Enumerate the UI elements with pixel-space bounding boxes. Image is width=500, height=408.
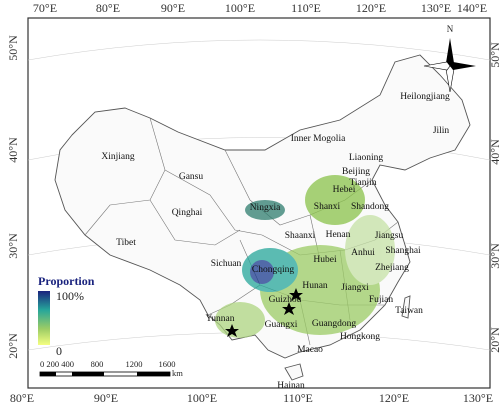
region-label: Sichuan (211, 259, 242, 269)
region-label: Inner Mogolia (291, 134, 346, 144)
region-label: Hainan (277, 381, 305, 391)
right-graticule-label: 40°N (488, 139, 500, 165)
region-label: Guangdong (312, 319, 357, 329)
region-label: Jiangxi (341, 283, 369, 293)
legend-gradient (38, 291, 50, 345)
region-label: Heilongjiang (400, 92, 450, 102)
region-label: Fujian (369, 295, 394, 305)
region-label: Jilin (433, 126, 450, 136)
region-label: Gansu (179, 172, 204, 182)
top-graticule-label: 110°E (291, 1, 321, 15)
region-label: Hongkong (340, 332, 380, 342)
top-graticule-label: 100°E (225, 1, 255, 15)
right-graticule-label: 30°N (488, 243, 500, 269)
legend-max: 100% (56, 289, 84, 303)
bottom-graticule-label: 110°E (283, 391, 313, 405)
region-label: Hebei (333, 185, 356, 195)
right-graticule-label: 50°N (488, 42, 500, 68)
region-label: Shaanxi (285, 231, 316, 241)
left-graticule-label: 50°N (6, 35, 20, 61)
region-label: Xinjiang (101, 152, 134, 162)
bottom-graticule-label: 100°E (187, 391, 217, 405)
legend-min: 0 (56, 344, 62, 358)
region-label: Taiwan (395, 306, 423, 316)
region-label: Henan (326, 230, 351, 240)
stars (225, 288, 303, 337)
scale-label: 0 200 400 (40, 359, 74, 369)
taiwan-outline (401, 295, 411, 319)
left-graticule-label: 20°N (6, 333, 20, 359)
region-label: Liaoning (349, 153, 384, 163)
scale-unit: km (172, 368, 183, 378)
region-label: Shanghai (385, 246, 421, 256)
north-label: N (447, 24, 454, 34)
hainan-outline (284, 363, 304, 381)
region-label: Ningxia (250, 203, 281, 213)
region-label: Anhui (351, 248, 375, 258)
region-label: Hunan (302, 281, 328, 291)
top-graticule-label: 130°E (421, 1, 451, 15)
region-label: Chongqing (252, 265, 294, 275)
region-label: Shanxi (314, 202, 341, 212)
bottom-graticule-label: 90°E (94, 391, 118, 405)
top-graticule-label: 90°E (161, 1, 185, 15)
region-label: Guangxi (265, 320, 298, 330)
bottom-graticule-label: 130°E (463, 391, 493, 405)
legend-title: Proportion (38, 274, 95, 288)
bottom-graticule-label: 120°E (379, 391, 409, 405)
top-graticule-label: 120°E (356, 1, 386, 15)
right-graticule-label: 20°N (488, 327, 500, 353)
bottom-graticule-label: 80°E (10, 391, 34, 405)
top-graticule-label: 80°E (96, 1, 120, 15)
top-graticule-label: 70°E (33, 1, 57, 15)
region-label: Tibet (116, 238, 136, 248)
scale-bar (39, 371, 171, 377)
region-label: Tianjin (349, 178, 376, 188)
region-label: Macao (297, 345, 323, 355)
region-label: Zhejiang (375, 263, 409, 273)
region-label: Guizhou (269, 295, 302, 305)
region-label: Yunnan (205, 314, 234, 324)
region-label: Beijing (342, 167, 370, 177)
region-label: Hubei (313, 255, 337, 265)
region-label: Shandong (351, 202, 389, 212)
region-label: Qinghai (172, 208, 203, 218)
region-label: Jiangsu (375, 231, 404, 241)
scale-label: 1200 (126, 359, 143, 369)
top-graticule-label: 140°E (457, 1, 487, 15)
scale-label: 800 (91, 359, 104, 369)
scale-label: 1600 (159, 359, 176, 369)
left-graticule-label: 40°N (6, 137, 20, 163)
left-graticule-label: 30°N (6, 233, 20, 259)
north-arrow (423, 38, 476, 93)
